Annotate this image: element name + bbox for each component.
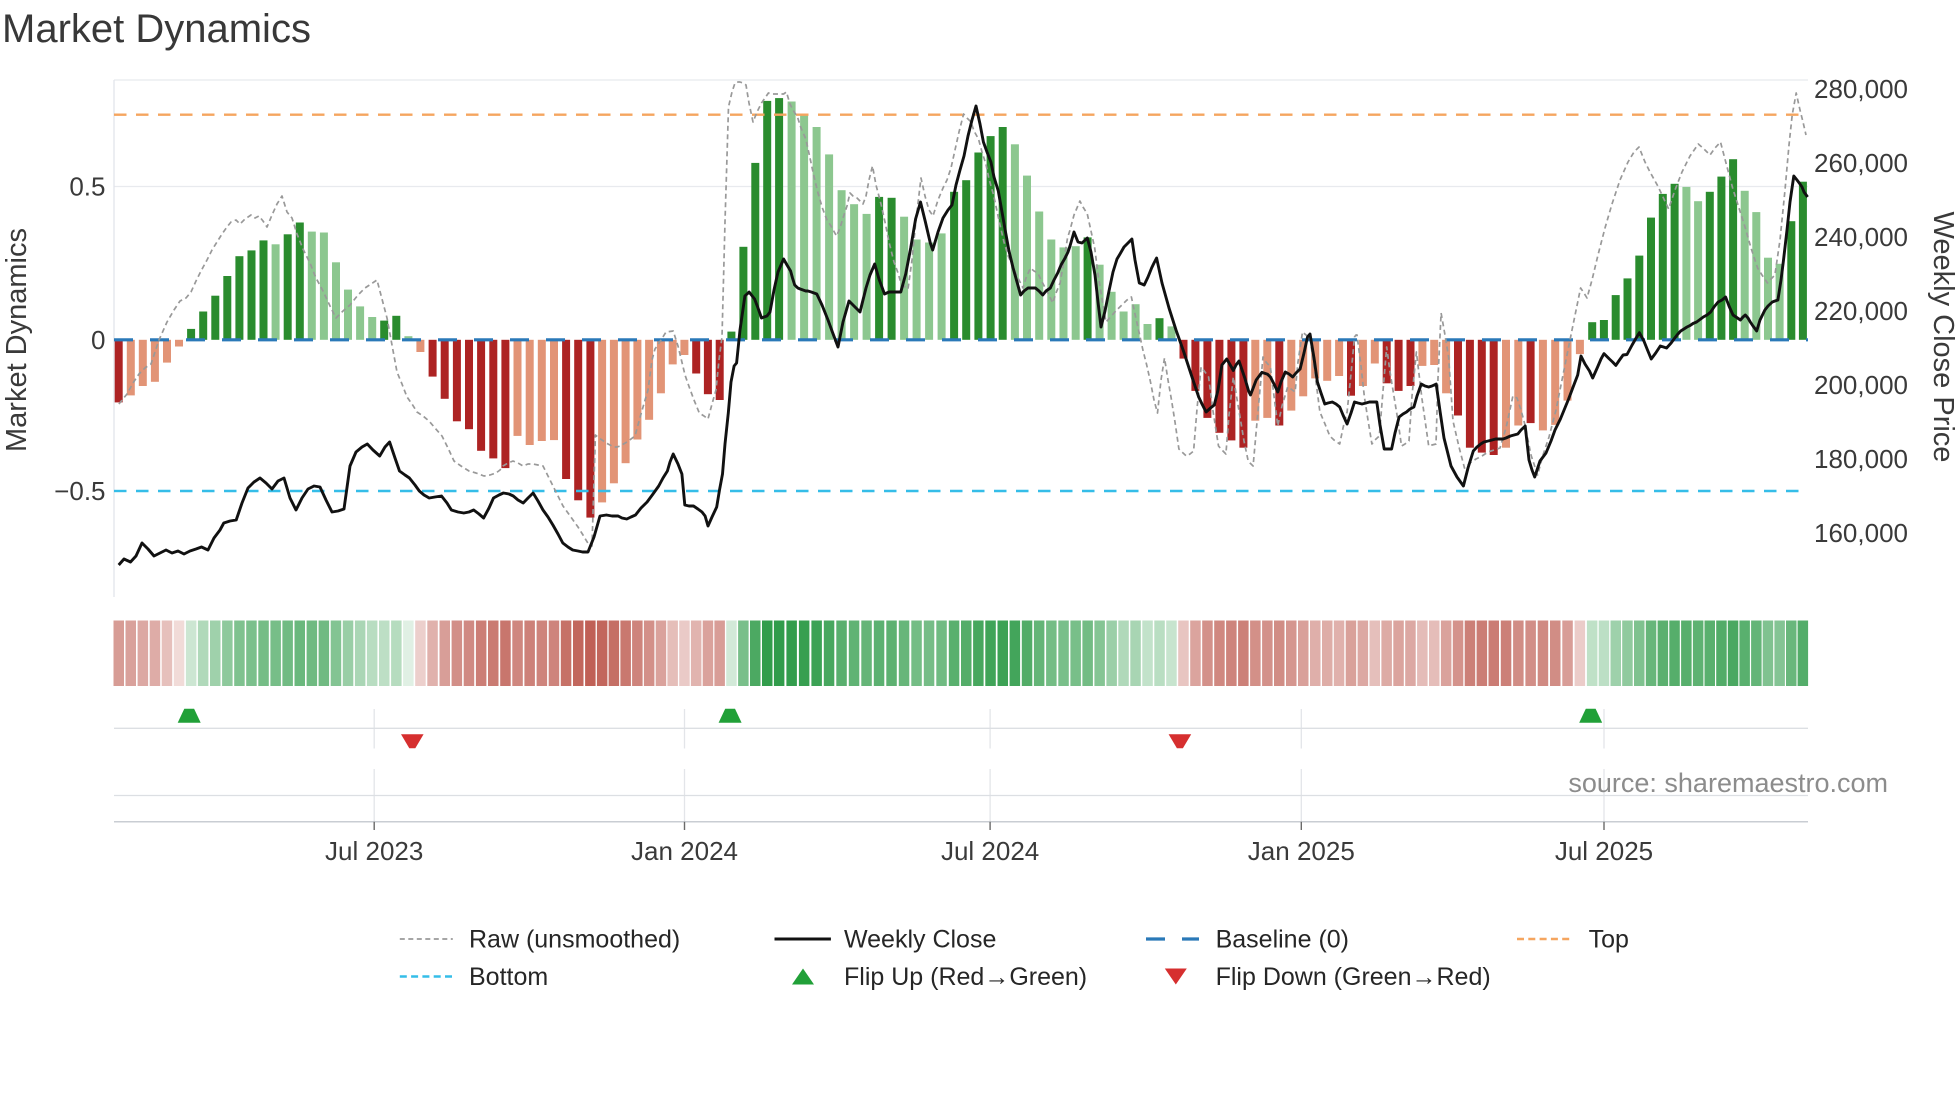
svg-text:200,000: 200,000 bbox=[1814, 370, 1908, 400]
svg-text:Jan 2025: Jan 2025 bbox=[1248, 836, 1355, 866]
svg-text:−0.5: −0.5 bbox=[54, 476, 105, 506]
svg-text:Baseline (0): Baseline (0) bbox=[1216, 926, 1349, 954]
svg-text:0.5: 0.5 bbox=[69, 172, 105, 202]
svg-text:Weekly Close Price: Weekly Close Price bbox=[1927, 212, 1959, 463]
svg-text:Jul 2024: Jul 2024 bbox=[941, 836, 1039, 866]
svg-text:180,000: 180,000 bbox=[1814, 444, 1908, 474]
svg-text:260,000: 260,000 bbox=[1814, 148, 1908, 178]
svg-text:Bottom: Bottom bbox=[469, 963, 548, 991]
svg-text:220,000: 220,000 bbox=[1814, 296, 1908, 326]
svg-text:Flip Up (Red→Green): Flip Up (Red→Green) bbox=[844, 963, 1087, 991]
svg-text:0: 0 bbox=[91, 325, 105, 355]
svg-text:Jul 2025: Jul 2025 bbox=[1555, 836, 1653, 866]
svg-text:Market Dynamics: Market Dynamics bbox=[2, 7, 311, 51]
svg-text:Top: Top bbox=[1589, 926, 1629, 954]
svg-text:160,000: 160,000 bbox=[1814, 518, 1908, 548]
svg-text:Raw (unsmoothed): Raw (unsmoothed) bbox=[469, 926, 680, 954]
svg-text:Flip Down (Green→Red): Flip Down (Green→Red) bbox=[1216, 963, 1491, 991]
svg-text:240,000: 240,000 bbox=[1814, 222, 1908, 252]
svg-text:Jul 2023: Jul 2023 bbox=[325, 836, 423, 866]
svg-text:Jan 2024: Jan 2024 bbox=[631, 836, 738, 866]
svg-text:Weekly Close: Weekly Close bbox=[844, 926, 996, 954]
svg-text:280,000: 280,000 bbox=[1814, 74, 1908, 104]
svg-text:source: sharemaestro.com: source: sharemaestro.com bbox=[1568, 768, 1888, 798]
svg-text:Market Dynamics: Market Dynamics bbox=[1, 228, 33, 452]
